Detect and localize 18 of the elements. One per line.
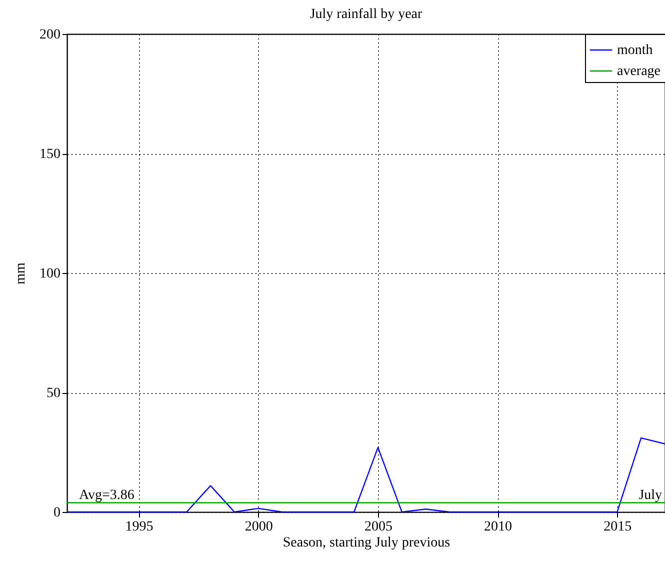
x-tick-label: 2010 bbox=[484, 520, 512, 534]
x-tick-label: 2000 bbox=[244, 520, 273, 534]
y-tick-label: 100 bbox=[40, 266, 60, 282]
legend-label: month bbox=[617, 43, 653, 58]
y-tick-label: 50 bbox=[46, 386, 60, 401]
line-series bbox=[66, 437, 665, 513]
y-tick-label: 0 bbox=[54, 506, 60, 520]
x-tick-label: 1995 bbox=[125, 520, 154, 534]
x-tick-label: 2015 bbox=[604, 520, 632, 534]
annotation: Avg=3.86 bbox=[78, 488, 134, 503]
x-axis-title: Season, starting July previous bbox=[282, 536, 450, 550]
annotation: July bbox=[638, 488, 662, 503]
y-tick-label: 200 bbox=[40, 28, 60, 42]
y-tick-label: 150 bbox=[40, 147, 60, 162]
y-axis-title: mm bbox=[14, 262, 28, 284]
x-tick-label: 2005 bbox=[364, 520, 392, 534]
chart-title: July rainfall by year bbox=[310, 7, 423, 22]
legend-label: average bbox=[617, 64, 661, 79]
